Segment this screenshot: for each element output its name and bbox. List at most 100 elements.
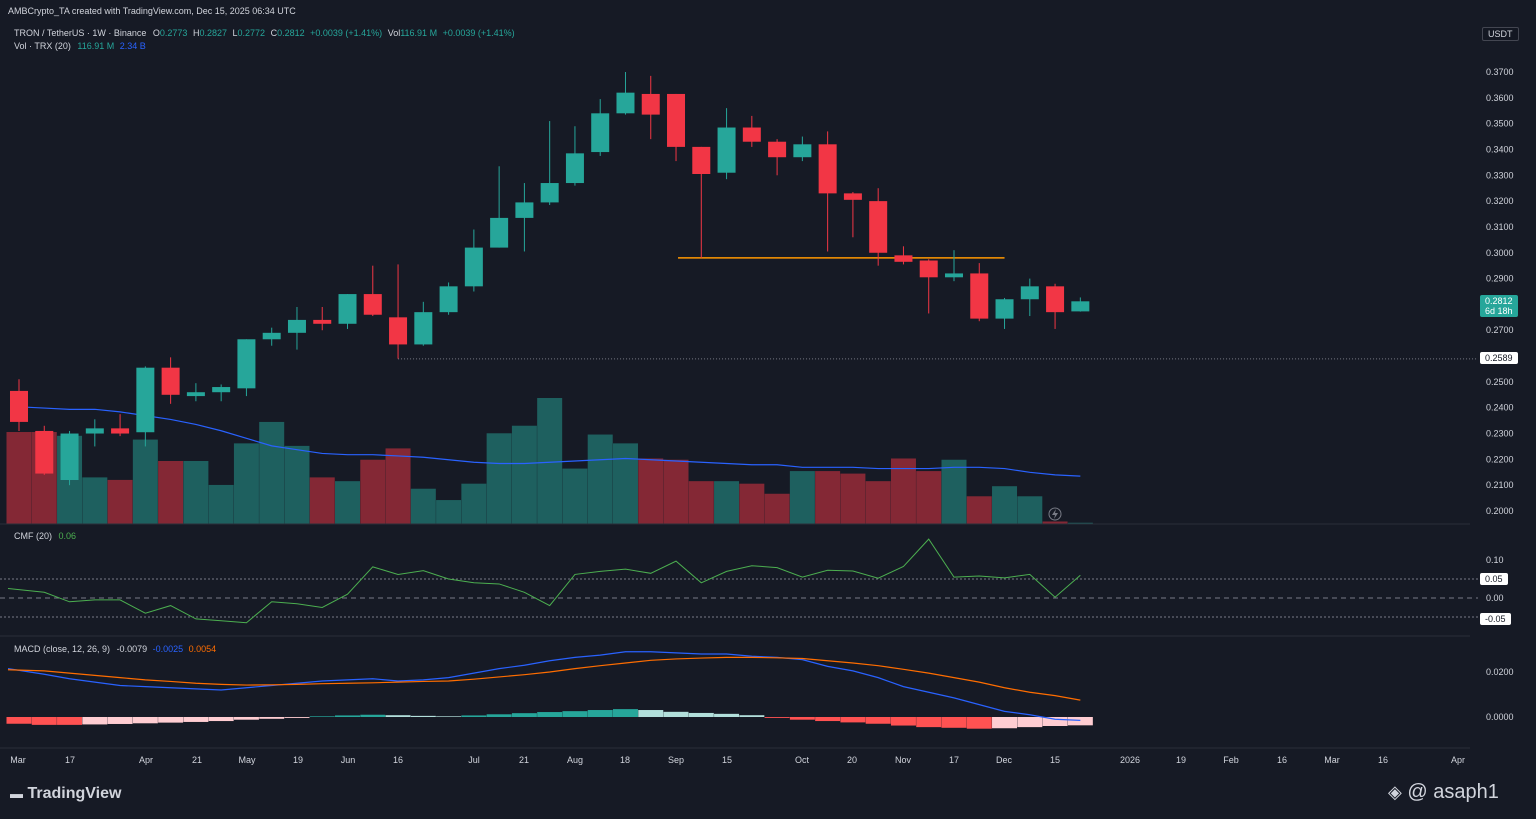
cmf-low-tag: -0.05 xyxy=(1480,613,1511,625)
candle[interactable] xyxy=(111,414,130,437)
candle[interactable] xyxy=(161,357,180,404)
candle[interactable] xyxy=(540,121,559,205)
candle[interactable] xyxy=(287,306,306,350)
candle[interactable] xyxy=(262,327,281,346)
tradingview-logo[interactable]: ▬ TradingView xyxy=(10,785,121,803)
candle[interactable] xyxy=(919,259,938,314)
candle-body xyxy=(591,113,610,153)
macd-hist-bar xyxy=(663,711,689,717)
macd-hist-bar xyxy=(562,711,588,717)
candle[interactable] xyxy=(692,146,711,258)
candle[interactable] xyxy=(10,379,28,431)
candle-body xyxy=(1071,301,1090,312)
candle[interactable] xyxy=(490,166,509,248)
price-tick-label: 0.3300 xyxy=(1486,170,1514,180)
price-tick-label: 0.3600 xyxy=(1486,93,1514,103)
candle[interactable] xyxy=(793,136,812,162)
volume-bar xyxy=(739,483,765,524)
symbol-label: TRON / TetherUS · 1W · Binance xyxy=(14,28,147,38)
volume-bar xyxy=(1067,522,1093,524)
candle[interactable] xyxy=(970,263,989,322)
macd-hist-bar xyxy=(865,717,891,724)
price-tick-label: 0.2900 xyxy=(1486,274,1514,284)
time-axis[interactable]: Mar 17 Apr 21 May 19 Jun 16 Jul 21 Aug 18 Sep 15 Oct 20… xyxy=(10,755,1465,765)
price-tick-label: 0.3400 xyxy=(1486,144,1514,154)
price-tick-label: 0.2300 xyxy=(1486,429,1514,439)
candle[interactable] xyxy=(35,425,54,475)
change-value: +0.0039 (+1.41%) xyxy=(310,28,383,38)
open-value: 0.2773 xyxy=(159,28,188,38)
candle-body xyxy=(136,367,155,433)
volume-bar xyxy=(890,458,916,524)
candle[interactable] xyxy=(742,115,761,147)
candle[interactable] xyxy=(313,306,332,331)
volume-bar xyxy=(6,432,32,524)
candle[interactable] xyxy=(338,294,357,329)
candle[interactable] xyxy=(60,430,79,486)
candle[interactable] xyxy=(464,229,483,292)
macd-hist-bar xyxy=(31,717,57,725)
tradingview-label: TradingView xyxy=(27,785,122,802)
time-tick-label: 15 xyxy=(722,755,732,765)
macd-hist-bar xyxy=(815,717,841,722)
candles[interactable] xyxy=(10,72,1090,486)
watermark-label: @ asaph1 xyxy=(1407,781,1499,803)
vol-indicator-label: Vol · TRX (20) xyxy=(14,41,71,51)
candle[interactable] xyxy=(768,139,787,176)
macd-hist-bar xyxy=(183,717,209,722)
candle[interactable] xyxy=(565,126,584,186)
macd-legend[interactable]: MACD (close, 12, 26, 9) -0.0079 -0.0025 … xyxy=(14,644,216,654)
volume-bar xyxy=(815,471,841,524)
price-tick-label: 0.2700 xyxy=(1486,325,1514,335)
candle[interactable] xyxy=(717,108,736,180)
candle[interactable] xyxy=(818,131,837,252)
currency-button[interactable]: USDT xyxy=(1482,27,1519,41)
candle-body xyxy=(262,332,281,340)
macd-hist-bar xyxy=(107,717,133,724)
cmf-legend[interactable]: CMF (20) 0.06 xyxy=(14,531,76,541)
volume-bar xyxy=(916,471,942,524)
volume-bar xyxy=(966,496,992,524)
candle[interactable] xyxy=(85,419,104,447)
candle[interactable] xyxy=(1020,278,1039,317)
volume-legend[interactable]: Vol · TRX (20) 116.91 M 2.34 B xyxy=(14,41,146,51)
macd-hist-bar xyxy=(208,717,234,722)
candle-body xyxy=(616,92,635,114)
candle[interactable] xyxy=(843,192,862,238)
macd-hist-bar xyxy=(461,715,487,717)
candle[interactable] xyxy=(186,383,205,402)
replay-icon[interactable] xyxy=(1048,507,1062,521)
volume-bar xyxy=(233,443,259,524)
candle[interactable] xyxy=(995,297,1014,329)
candle[interactable] xyxy=(616,72,635,115)
candle[interactable] xyxy=(439,282,458,315)
candle[interactable] xyxy=(212,384,231,402)
candle-body xyxy=(768,141,787,158)
volume-bar xyxy=(638,458,664,524)
candle-body xyxy=(439,286,458,313)
ohlc-legend[interactable]: TRON / TetherUS · 1W · Binance O0.2773 H… xyxy=(14,28,515,38)
cmf-tick-label: 0.10 xyxy=(1486,555,1504,565)
candle-body xyxy=(793,144,812,158)
candle[interactable] xyxy=(363,265,382,317)
candle[interactable] xyxy=(136,366,155,447)
candle[interactable] xyxy=(515,183,534,252)
candle[interactable] xyxy=(237,339,256,397)
candle-body xyxy=(1020,286,1039,300)
candle[interactable] xyxy=(667,93,686,162)
candle[interactable] xyxy=(944,250,963,282)
candle[interactable] xyxy=(894,246,913,265)
binance-icon: ◈ xyxy=(1388,782,1402,802)
candle[interactable] xyxy=(1071,297,1090,312)
candle[interactable] xyxy=(869,188,888,266)
candle[interactable] xyxy=(641,75,660,140)
candle[interactable] xyxy=(591,99,610,156)
candle-body xyxy=(565,153,584,184)
candle[interactable] xyxy=(414,301,433,346)
candle[interactable] xyxy=(389,264,408,359)
candle[interactable] xyxy=(1046,283,1065,329)
volume-bar xyxy=(183,461,209,524)
candle-body xyxy=(692,146,711,175)
price-tick-label: 0.3200 xyxy=(1486,196,1514,206)
